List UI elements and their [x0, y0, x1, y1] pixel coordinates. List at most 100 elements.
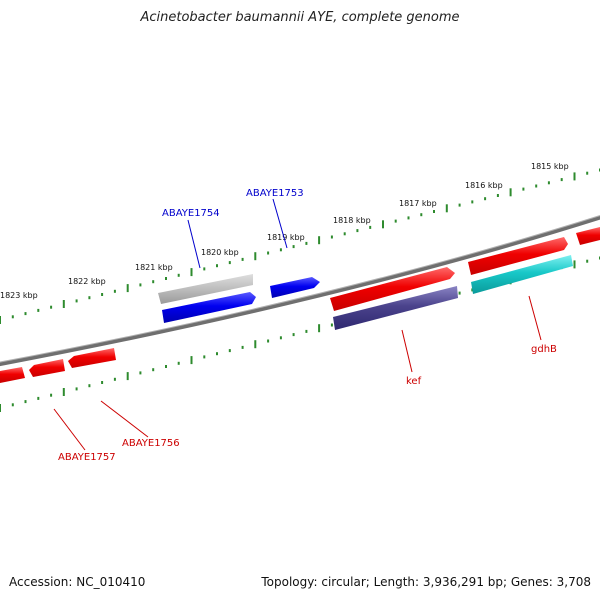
outer-ring-tick [267, 251, 270, 255]
outer-ring-tick [254, 252, 257, 261]
inner-ring-tick [0, 404, 1, 412]
inner-ring-tick [165, 365, 167, 368]
tick-label-1818: 1818 kbp [333, 216, 371, 225]
outer-ring-tick [586, 171, 589, 175]
leader-abaye1753 [272, 198, 288, 249]
tick-label-1823: 1823 kbp [0, 291, 38, 300]
outer-ring-tick [11, 315, 14, 319]
outer-ring-tick [522, 187, 525, 191]
feature-navy-kef[interactable] [333, 286, 458, 330]
outer-ring-tick [471, 200, 474, 204]
feature-red-upper-3[interactable] [576, 227, 600, 245]
feature-red-upper-1[interactable] [330, 267, 455, 311]
inner-ring-tick [11, 403, 14, 407]
feature-cyan-gdhb[interactable] [471, 255, 573, 294]
feature-red-upper-2[interactable] [468, 237, 568, 275]
inner-ring-tick [190, 356, 193, 365]
outer-ring-tick [279, 248, 282, 252]
inner-ring-tick [330, 323, 333, 327]
inner-ring-tick [203, 355, 206, 359]
feature-blue-abaye1754[interactable] [162, 292, 256, 323]
outer-ring-tick [126, 284, 129, 293]
outer-ring-tick [420, 213, 423, 217]
outer-ring-tick [458, 203, 461, 207]
feature-red-lower-2[interactable] [29, 359, 65, 377]
outer-ring-tick [152, 280, 155, 284]
outer-ring-tick [190, 268, 193, 277]
outer-ring-tick [113, 289, 116, 293]
inner-ring-tick [62, 388, 65, 396]
inner-ring-tick [152, 368, 155, 372]
outer-ring-tick [62, 300, 65, 308]
inner-ring-tick [75, 387, 78, 391]
outer-ring-tick [203, 267, 206, 271]
inner-ring-tick [177, 361, 180, 365]
inner-ring-tick [101, 381, 104, 384]
gene-label-gdhb[interactable]: gdhB [531, 344, 557, 355]
inner-ring-tick [126, 372, 129, 381]
leader-kef [401, 329, 413, 373]
outer-ring-tick [330, 235, 333, 239]
outer-ring-tick [433, 210, 435, 213]
outer-ring-tick [560, 178, 563, 182]
outer-ring-tick [547, 181, 550, 185]
gene-label-abaye1754[interactable]: ABAYE1754 [162, 208, 220, 219]
leader-abaye1757 [53, 408, 86, 451]
inner-ring-tick [471, 288, 474, 292]
feature-gray-upper[interactable] [158, 274, 253, 304]
tick-label-1822: 1822 kbp [68, 277, 106, 286]
inner-ring-tick [37, 396, 40, 400]
leader-gdhb [528, 295, 542, 341]
outer-ring-tick [369, 225, 372, 229]
outer-ring-tick [75, 299, 78, 303]
leader-abaye1756 [100, 400, 149, 438]
gene-label-abaye1753[interactable]: ABAYE1753 [246, 188, 304, 199]
gene-label-kef[interactable]: kef [406, 376, 422, 387]
tick-label-1815: 1815 kbp [531, 162, 569, 171]
outer-ring-tick [101, 293, 104, 296]
inner-ring-tick [241, 345, 244, 349]
outer-ring-tick [535, 184, 538, 188]
gene-label-abaye1756[interactable]: ABAYE1756 [122, 438, 180, 449]
inner-ring-tick [318, 324, 321, 333]
inner-ring-tick [216, 352, 218, 356]
feature-blue-abaye1753[interactable] [270, 277, 320, 298]
inner-ring-tick [139, 371, 142, 375]
outer-ring-tick [88, 296, 91, 300]
genome-backbone-highlight [0, 215, 600, 363]
outer-ring-tick [343, 232, 346, 236]
outer-ring-tick [228, 261, 231, 265]
outer-ring-tick [356, 229, 359, 233]
outer-ring-tick [177, 273, 180, 277]
outer-ring-tick [292, 245, 295, 249]
inner-ring-tick [50, 393, 53, 397]
inner-ring-tick [254, 340, 257, 349]
inner-ring-tick [279, 336, 282, 340]
gene-label-abaye1757[interactable]: ABAYE1757 [58, 452, 116, 463]
inner-ring-tick [573, 260, 576, 269]
outer-ring-tick [445, 204, 448, 213]
outer-ring-tick [509, 188, 512, 197]
leader-abaye1754 [187, 219, 201, 269]
outer-ring-tick [241, 257, 244, 261]
outer-ring-tick [394, 219, 397, 223]
inner-ring-tick [88, 384, 91, 388]
feature-red-lower-3[interactable] [68, 348, 116, 368]
inner-ring-tick [292, 333, 295, 337]
genome-backbone [0, 215, 600, 367]
feature-red-lower-1[interactable] [0, 367, 25, 383]
outer-ring-tick [37, 308, 40, 312]
outer-ring-tick [305, 241, 308, 245]
inner-ring-tick [113, 377, 116, 381]
inner-ring-tick [267, 339, 270, 343]
outer-ring-tick [165, 277, 167, 280]
outer-ring-tick [382, 220, 384, 229]
map-title: Acinetobacter baumannii AYE, complete ge… [140, 10, 460, 25]
outer-ring-tick [484, 197, 487, 201]
outer-ring-tick [216, 264, 218, 268]
inner-ring-tick [458, 291, 461, 295]
outer-ring-tick [0, 316, 1, 324]
inner-ring-tick [586, 259, 589, 263]
